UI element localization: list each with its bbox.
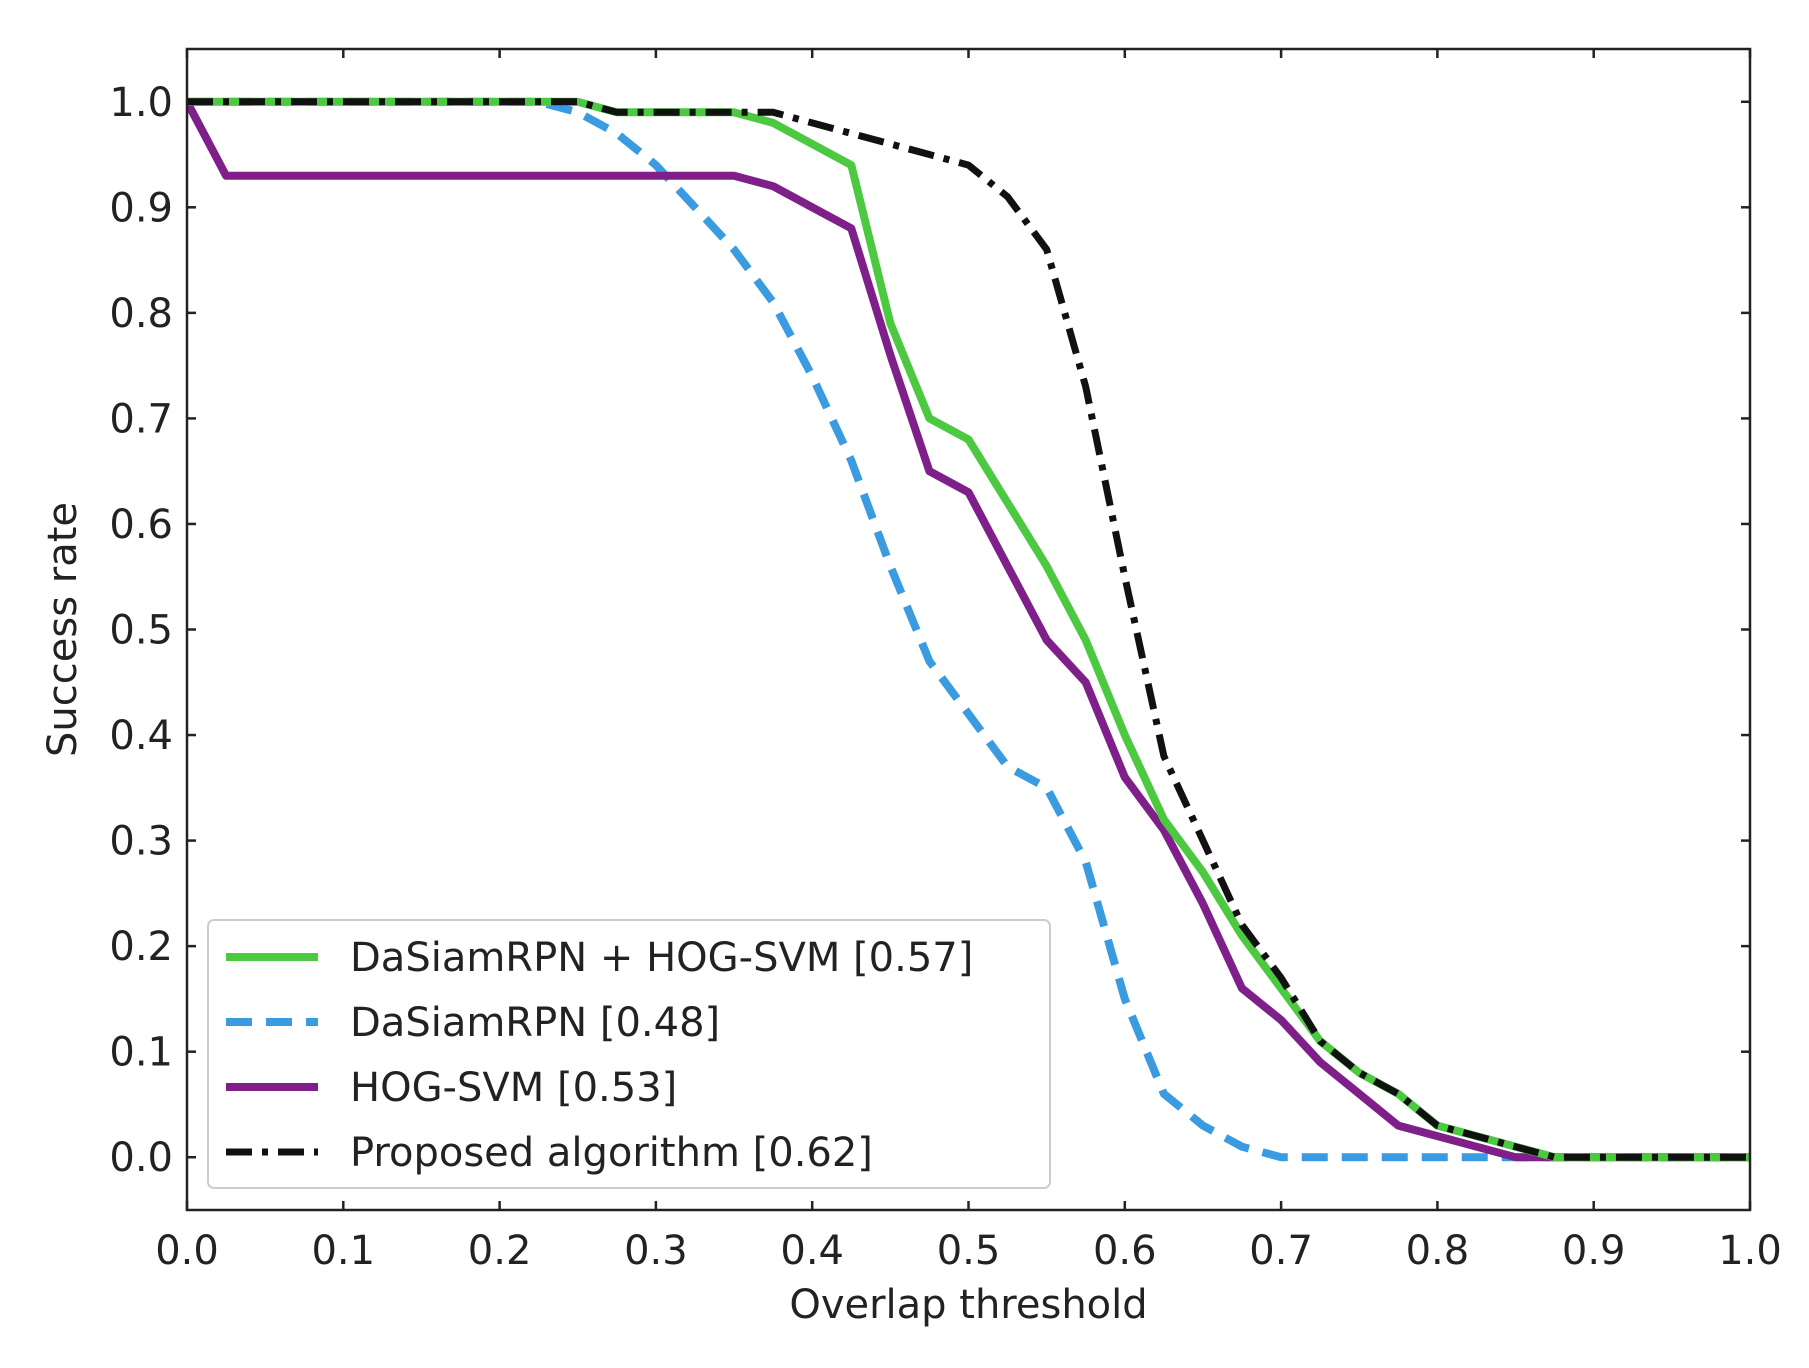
legend-label: HOG-SVM [0.53] xyxy=(350,1065,677,1111)
x-tick-label: 1.0 xyxy=(1718,1228,1782,1274)
plot-frame xyxy=(185,47,1752,1212)
y-axis-label: Success rate xyxy=(40,502,86,757)
y-tick-label: 0.5 xyxy=(109,608,173,654)
y-tick-label: 0.8 xyxy=(109,291,173,337)
legend-label: DaSiamRPN + HOG-SVM [0.57] xyxy=(350,935,973,981)
y-tick-label: 0.3 xyxy=(109,819,173,865)
legend-box xyxy=(207,919,1051,1189)
x-tick-label: 0.9 xyxy=(1562,1228,1626,1274)
y-tick-label: 1.0 xyxy=(109,80,173,126)
x-tick-label: 0.3 xyxy=(624,1228,688,1274)
y-tick-label: 0.6 xyxy=(109,502,173,548)
legend: DaSiamRPN + HOG-SVM [0.57] DaSiamRPN [0.4… xyxy=(207,919,1051,1189)
x-axis-label: Overlap threshold xyxy=(789,1282,1147,1328)
y-tick-label: 0.1 xyxy=(109,1030,173,1076)
x-tick-label: 0.1 xyxy=(311,1228,375,1274)
x-tick-label: 0.8 xyxy=(1406,1228,1470,1274)
x-tick-label: 0.6 xyxy=(1093,1228,1157,1274)
x-tick-label: 0.7 xyxy=(1249,1228,1313,1274)
x-tick-label: 0.2 xyxy=(468,1228,532,1274)
axis-ticks: 0.0 0.1 0.2 0.3 0.4 0.5 0.6 0.7 0.8 0.9 1.0 0.0 0.1 0… xyxy=(109,49,1782,1274)
y-tick-label: 0.9 xyxy=(109,185,173,231)
y-tick-label: 0.7 xyxy=(109,396,173,442)
y-tick-label: 0.0 xyxy=(109,1135,173,1181)
legend-label: DaSiamRPN [0.48] xyxy=(350,1000,720,1046)
x-tick-label: 0.5 xyxy=(937,1228,1001,1274)
legend-label: Proposed algorithm [0.62] xyxy=(350,1130,873,1176)
x-tick-label: 0.0 xyxy=(155,1228,219,1274)
x-tick-label: 0.4 xyxy=(780,1228,844,1274)
y-tick-label: 0.4 xyxy=(109,713,173,759)
y-tick-label: 0.2 xyxy=(109,924,173,970)
series-line-2 xyxy=(187,99,1750,1162)
series-line-3 xyxy=(187,98,1750,1161)
series-lines xyxy=(187,97,1750,1162)
